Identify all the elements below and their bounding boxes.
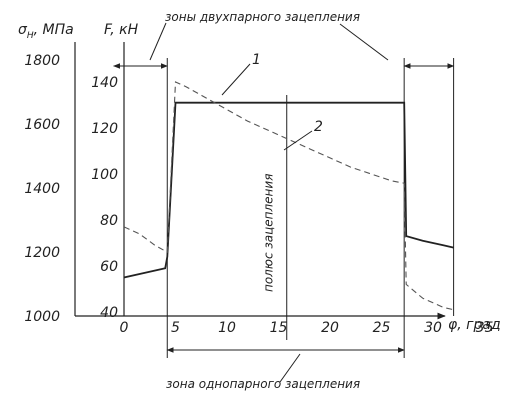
phi-tick-label: 10 [218,320,236,336]
sigma-tick-label: 1800 [24,53,60,69]
double-zone-label: зоны двухпарного зацепления [165,10,360,24]
series-1-line [123,101,454,279]
sigma-axis-subscript: H [27,31,34,41]
phi-tick-label: 35 [476,320,494,336]
sigma-axis-unit: , МПа [34,22,74,38]
force-tick-label: 120 [91,121,118,137]
force-tick-label: 100 [91,167,118,183]
series-2-label: 2 [314,119,323,135]
double-zone-leader-left [149,22,167,61]
phi-axis-label: φ, град [448,317,501,333]
sigma-ticks: 1800 1600 1400 1200 1000 [24,53,60,325]
sigma-tick-label: 1600 [24,117,60,133]
phi-tick-label: 15 [270,320,288,336]
sigma-tick-label: 1200 [24,245,60,261]
force-tick-label: 140 [91,75,118,91]
phi-tick-label: 25 [373,320,391,336]
force-ticks: 140 120 100 80 60 40 [91,75,118,321]
phi-tick-label: 20 [321,320,339,336]
sigma-tick-label: 1000 [24,309,60,325]
sigma-axis-label: σH, МПа [18,22,74,41]
series-1-label: 1 [252,52,261,68]
sigma-tick-label: 1400 [24,181,60,197]
pole-label: полюс зацепления [262,174,276,292]
force-tick-label: 60 [100,259,118,275]
single-zone-leader [279,353,301,383]
phi-tick-label: 0 [120,320,129,336]
phi-tick-label: 30 [424,320,442,336]
series-1-leader [221,63,251,96]
series-2-leader [283,130,313,151]
force-axis-label: F, кН [104,22,139,38]
phi-ticks: 0 5 10 15 20 25 30 35 [120,320,494,336]
double-zone-leader-right [339,23,389,61]
phi-tick-label: 5 [171,320,180,336]
force-tick-label: 80 [100,213,118,229]
force-tick-label: 40 [100,305,118,321]
single-zone-label: зона однопарного зацепления [166,377,360,391]
